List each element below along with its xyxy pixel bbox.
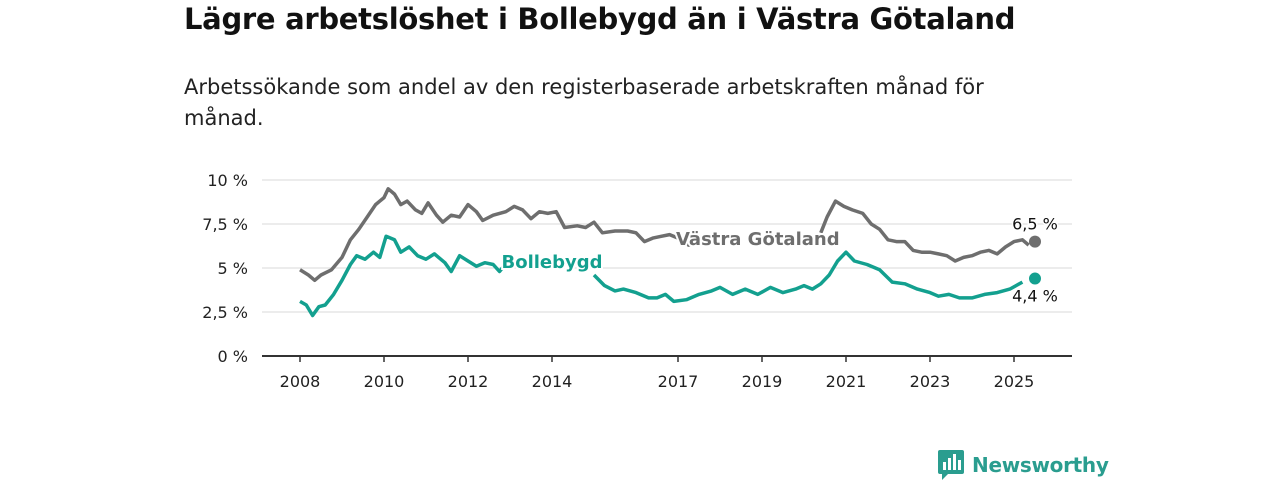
series-end-point [1029, 235, 1041, 248]
series-lines [299, 187, 1041, 318]
x-tick-label: 2012 [448, 372, 489, 391]
x-tick-label: 2014 [532, 372, 573, 391]
series-end-value-label: 6,5 % [1012, 215, 1058, 234]
y-tick-label: 10 % [207, 171, 248, 190]
x-tick-label: 2019 [742, 372, 783, 391]
newsworthy-bar-chart-icon [938, 450, 964, 480]
series-line-vastra-gotaland-continued [819, 199, 1030, 263]
series-labels: Västra Götaland 6,5 % Bollebygd 4,4 % [499, 213, 1059, 307]
x-axis: 2008 2010 2012 2014 2017 2019 2021 2023 2025 [262, 355, 1072, 391]
x-tick-label: 2010 [364, 372, 405, 391]
series-end-value-label: 4,4 % [1012, 287, 1058, 306]
brand-name: Newsworthy [972, 453, 1109, 477]
x-tick-label: 2017 [658, 372, 699, 391]
x-tick-label: 2021 [826, 372, 867, 391]
series-name-label: Västra Götaland [676, 229, 840, 250]
chart-title: Lägre arbetslöshet i Bollebygd än i Väst… [184, 2, 1016, 36]
x-tick-label: 2008 [280, 372, 321, 391]
series-line-bollebygd-continued [592, 250, 1024, 304]
series-line-vastra-gotaland [299, 187, 700, 283]
chart-subtitle: Arbetssökande som andel av den registerb… [184, 75, 984, 130]
newsworthy-logo[interactable]: Newsworthy [938, 450, 1109, 480]
series-line-bollebygd [299, 234, 510, 318]
series-end-point [1029, 272, 1041, 285]
grid-lines [262, 179, 1072, 313]
line-chart: 0 % 2,5 % 5 % 7,5 % 10 % 2008 2010 2012 2014 201… [202, 171, 1072, 391]
series-name-label: Bollebygd [501, 252, 602, 273]
y-tick-label: 0 % [218, 347, 248, 366]
y-tick-label: 5 % [218, 259, 248, 278]
x-tick-label: 2023 [910, 372, 951, 391]
y-axis-tick-labels: 0 % 2,5 % 5 % 7,5 % 10 % [202, 171, 248, 366]
x-tick-label: 2025 [994, 372, 1035, 391]
y-tick-label: 7,5 % [202, 215, 248, 234]
y-tick-label: 2,5 % [202, 303, 248, 322]
